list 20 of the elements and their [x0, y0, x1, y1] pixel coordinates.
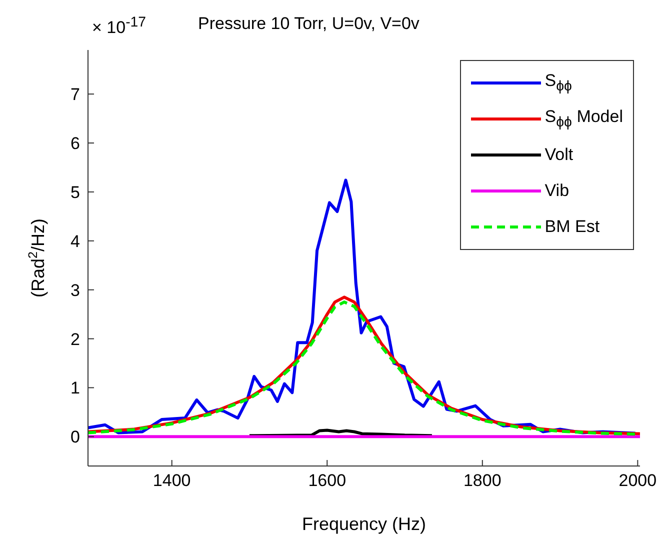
legend-label: S$_{ϕϕ}$	[544, 71, 572, 95]
y-tick-label: 7	[70, 85, 80, 104]
legend-label: Vib	[544, 181, 570, 201]
x-tick-label: 1800	[463, 471, 502, 490]
y-tick-label: 5	[70, 182, 80, 202]
x-tick-label: 1400	[152, 471, 191, 490]
x-tick-label: 1600	[308, 471, 346, 490]
legend-label: BM Est	[544, 217, 600, 237]
y-tick-label: 6	[70, 134, 80, 154]
y-tick-label: 3	[70, 280, 80, 300]
legend-label: Volt	[544, 145, 574, 165]
chart-title: Pressure 10 Torr, U=0v, V=0v	[198, 14, 420, 33]
y-tick-label: 1	[70, 378, 80, 398]
x-tick-label: 2000	[618, 471, 657, 490]
legend-label: S$_{ϕϕ}$ Model	[544, 107, 623, 131]
y-tick-label: 2	[70, 330, 80, 349]
y-tick-label: 0	[70, 428, 80, 447]
x-axis-title: Frequency (Hz)	[302, 514, 426, 534]
y-tick-label: 4	[70, 232, 80, 251]
text: × 10$^{-17}$	[92, 14, 146, 37]
